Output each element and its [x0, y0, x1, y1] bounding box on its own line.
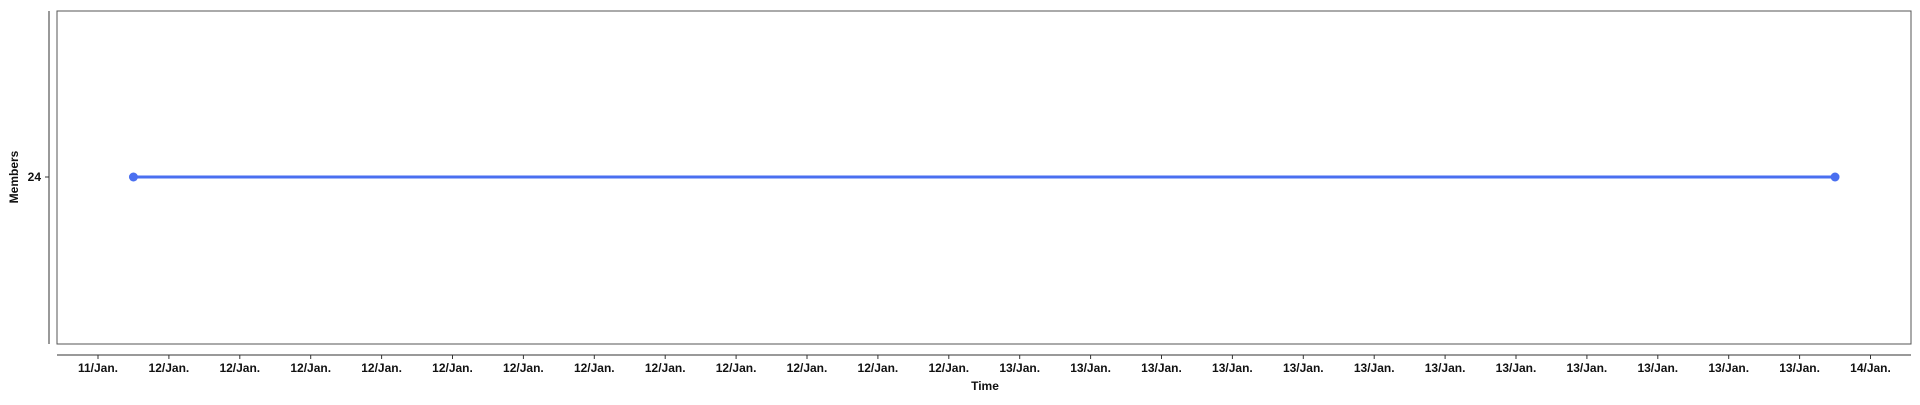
x-tick-label: 12/Jan. — [432, 361, 473, 375]
x-tick-label: 12/Jan. — [858, 361, 899, 375]
x-tick-label: 12/Jan. — [361, 361, 402, 375]
x-tick-label: 11/Jan. — [78, 361, 118, 375]
y-tick-label: 24 — [28, 170, 42, 184]
x-tick-label: 13/Jan. — [999, 361, 1040, 375]
x-axis-ticks: 11/Jan. 12/Jan. 12/Jan. 12/Jan. 12/Jan. 12/Ja… — [78, 355, 1891, 375]
data-point — [1830, 172, 1840, 182]
data-point — [128, 172, 138, 182]
x-tick-label: 13/Jan. — [1496, 361, 1537, 375]
x-tick-label: 14/Jan. — [1850, 361, 1891, 375]
x-tick-label: 13/Jan. — [1283, 361, 1324, 375]
x-tick-label: 12/Jan. — [290, 361, 331, 375]
x-tick-label: 13/Jan. — [1354, 361, 1395, 375]
x-tick-label: 13/Jan. — [1070, 361, 1111, 375]
series-layer — [128, 172, 1840, 182]
x-axis-title: Time — [971, 379, 999, 393]
x-tick-label: 12/Jan. — [716, 361, 757, 375]
x-tick-label: 13/Jan. — [1212, 361, 1253, 375]
x-tick-label: 12/Jan. — [149, 361, 190, 375]
x-tick-label: 12/Jan. — [503, 361, 544, 375]
x-tick-label: 13/Jan. — [1637, 361, 1678, 375]
x-tick-label: 13/Jan. — [1141, 361, 1182, 375]
x-tick-label: 13/Jan. — [1779, 361, 1820, 375]
x-tick-label: 12/Jan. — [928, 361, 969, 375]
x-tick-label: 12/Jan. — [787, 361, 828, 375]
x-tick-label: 13/Jan. — [1708, 361, 1749, 375]
x-tick-label: 12/Jan. — [574, 361, 615, 375]
x-tick-label: 13/Jan. — [1567, 361, 1608, 375]
y-axis-ticks: 24 — [28, 170, 49, 184]
y-axis-title: Members — [7, 150, 21, 203]
x-tick-label: 12/Jan. — [645, 361, 686, 375]
x-tick-label: 12/Jan. — [219, 361, 260, 375]
x-tick-label: 13/Jan. — [1425, 361, 1466, 375]
